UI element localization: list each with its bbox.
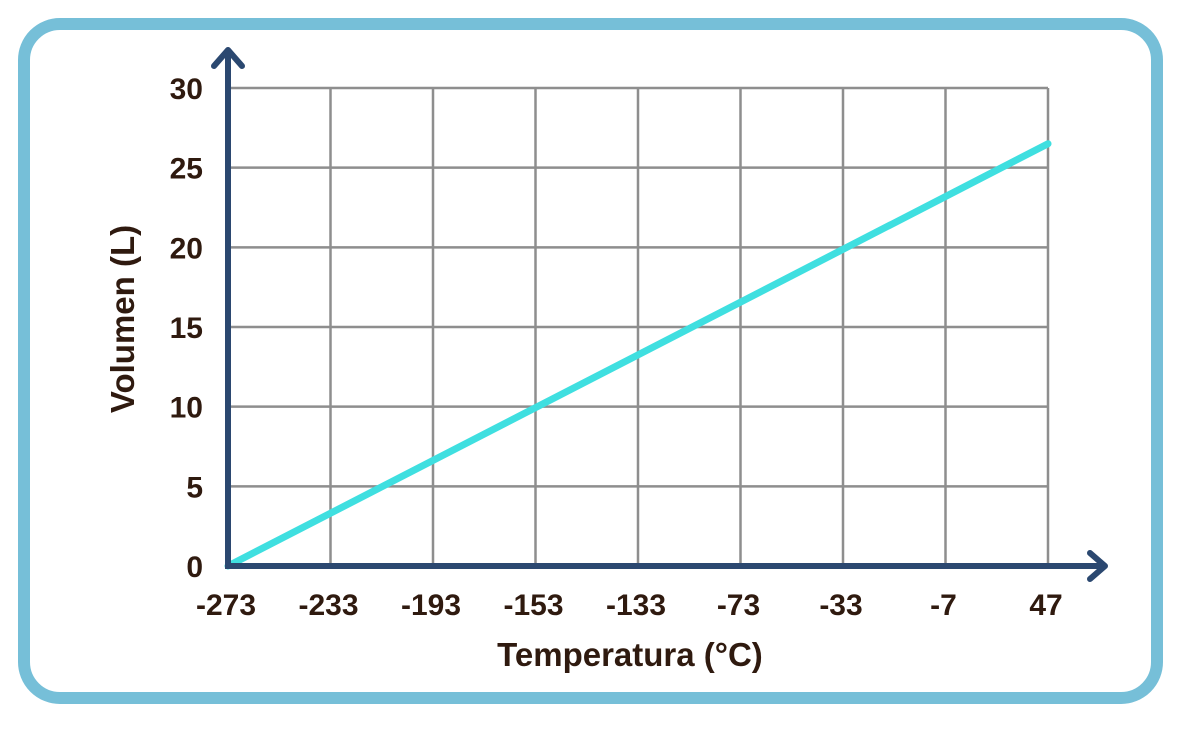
y-tick-label: 25 — [170, 153, 203, 186]
series-line-volumen — [224, 140, 1052, 570]
y-tick-labels: 0 5 10 15 20 25 30 — [170, 73, 203, 584]
y-tick-label: 0 — [186, 551, 203, 584]
x-tick-label: -153 — [503, 589, 563, 622]
x-tick-label: -193 — [401, 589, 461, 622]
chart-frame — [18, 18, 1163, 704]
x-tick-labels: -273 -233 -193 -153 -133 -73 -33 -7 47 — [196, 589, 1063, 622]
x-tick-label: -7 — [930, 589, 957, 622]
x-axis-arrow-icon — [1087, 550, 1108, 582]
series-layer — [224, 140, 1052, 570]
y-tick-label: 20 — [170, 232, 203, 265]
x-axis-title: Temperatura (°C) — [497, 636, 763, 673]
x-tick-label: -233 — [298, 589, 358, 622]
y-tick-label: 5 — [186, 471, 203, 504]
x-tick-label: -33 — [819, 589, 862, 622]
y-axis-title: Volumen (L) — [104, 225, 141, 413]
x-tick-label: -73 — [717, 589, 760, 622]
grid — [226, 86, 1050, 568]
x-tick-label: -273 — [196, 589, 256, 622]
axes — [211, 47, 1108, 582]
y-tick-label: 10 — [170, 392, 203, 425]
x-tick-label: -133 — [606, 589, 666, 622]
x-tick-label: 47 — [1029, 589, 1062, 622]
y-tick-label: 30 — [170, 73, 203, 106]
y-axis-arrow-icon — [211, 47, 245, 69]
y-tick-label: 15 — [170, 312, 203, 345]
